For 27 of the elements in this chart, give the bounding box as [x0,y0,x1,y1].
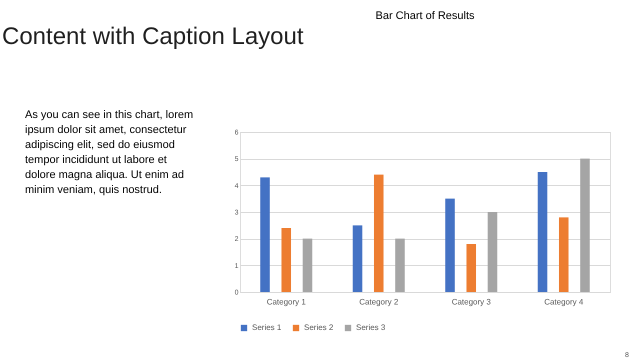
x-tick-label: Category 1 [266,298,306,306]
bar [558,217,569,292]
text: adipiscing elit, sed do eiusmod [25,139,175,151]
bar [445,198,455,292]
text: dolore magna aliqua. Ut enim ad [25,169,184,181]
x-tick-label: Category 3 [452,298,492,306]
bar [538,172,548,292]
bar [281,228,292,292]
legend-label: Series 1 [252,323,282,332]
text: tempor incididunt ut labore et [25,154,167,166]
x-tick-label: Category 2 [359,298,399,306]
bar [466,244,476,292]
bar [395,238,405,292]
legend-label: Series 3 [356,323,386,332]
bar [580,158,590,292]
x-tick-label: Category 4 [544,298,584,306]
text: As you can see in this chart, lorem [25,109,194,121]
bar [302,238,312,292]
text: Content with Caption Layout [2,23,304,50]
text: ipsum dolor sit amet, consectetur [25,124,187,136]
legend-label: Series 2 [304,323,334,332]
text: minim veniam, quis nostrud. [25,184,162,196]
bar [260,177,270,292]
bar [374,174,384,292]
bar [488,212,498,292]
bar [352,225,362,292]
chart-title: Bar Chart of Results [375,10,476,22]
